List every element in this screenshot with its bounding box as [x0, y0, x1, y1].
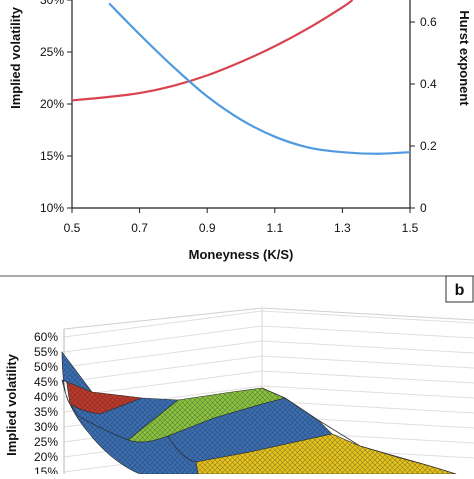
surface-mesh [128, 388, 285, 443]
surface-mesh [168, 398, 332, 462]
z-tick-label: 40% [34, 390, 58, 404]
z-tick-label: 50% [34, 360, 58, 374]
y-left-tick-label: 15% [40, 149, 64, 163]
surface-rim [261, 387, 457, 475]
z-tick-label: 20% [34, 450, 58, 464]
panel-b: b 60%55%50%45%40%35%30%25%20%15% Implied… [4, 275, 474, 479]
x-tick-label: 0.5 [64, 221, 81, 235]
hurst-exponent-line [108, 2, 411, 155]
x-tick-label: 0.7 [131, 221, 148, 235]
x-tick-label: 1.5 [402, 221, 419, 235]
surface-mesh [70, 398, 178, 440]
x-tick-label: 1.1 [266, 221, 283, 235]
z-gridline [63, 325, 474, 353]
surface-plot [61, 351, 457, 475]
y-left-tick-label: 30% [40, 0, 64, 7]
surface-mesh [196, 434, 456, 474]
z-tick-label: 35% [34, 405, 58, 419]
x-tick-label: 0.9 [199, 221, 216, 235]
implied-volatility-line [72, 0, 354, 102]
y-axis-right-title: Hurst exponent [457, 10, 472, 106]
y-right-tick-label: 0.6 [420, 15, 437, 29]
z-axis-title: Implied volatility [4, 353, 19, 456]
x-tick-label: 1.3 [334, 221, 351, 235]
z-gridline [63, 370, 474, 398]
z-tick-label: 60% [34, 330, 58, 344]
panel-b-label-box [445, 275, 474, 303]
x-axis-title: Moneyness (K/S) [189, 247, 294, 262]
z-gridline [63, 355, 474, 383]
y-left-tick-label: 20% [40, 97, 64, 111]
y-axis-left-title: Implied volatility [8, 6, 23, 109]
z-tick-label: 25% [34, 435, 58, 449]
z-tick-label: 30% [34, 420, 58, 434]
y-left-tick-label: 10% [40, 201, 64, 215]
y-right-tick-label: 0.4 [420, 77, 437, 91]
z-gridline [63, 310, 474, 338]
surface-mesh [62, 352, 198, 474]
panel-a: 0.5 0.7 0.9 1.1 1.3 1.5 10% 15% 20% 25% 30% 0 0.2 0… [8, 0, 472, 262]
panel-b-label: b [455, 282, 465, 299]
z-tick-label: 55% [34, 345, 58, 359]
y-right-tick-label: 0.2 [420, 139, 437, 153]
z-tick-label: 15% [34, 465, 58, 474]
z-gridline [63, 340, 474, 368]
z-tick-label: 45% [34, 375, 58, 389]
y-left-tick-label: 25% [40, 45, 64, 59]
surface-mesh [62, 352, 142, 414]
y-right-tick-label: 0 [420, 201, 427, 215]
